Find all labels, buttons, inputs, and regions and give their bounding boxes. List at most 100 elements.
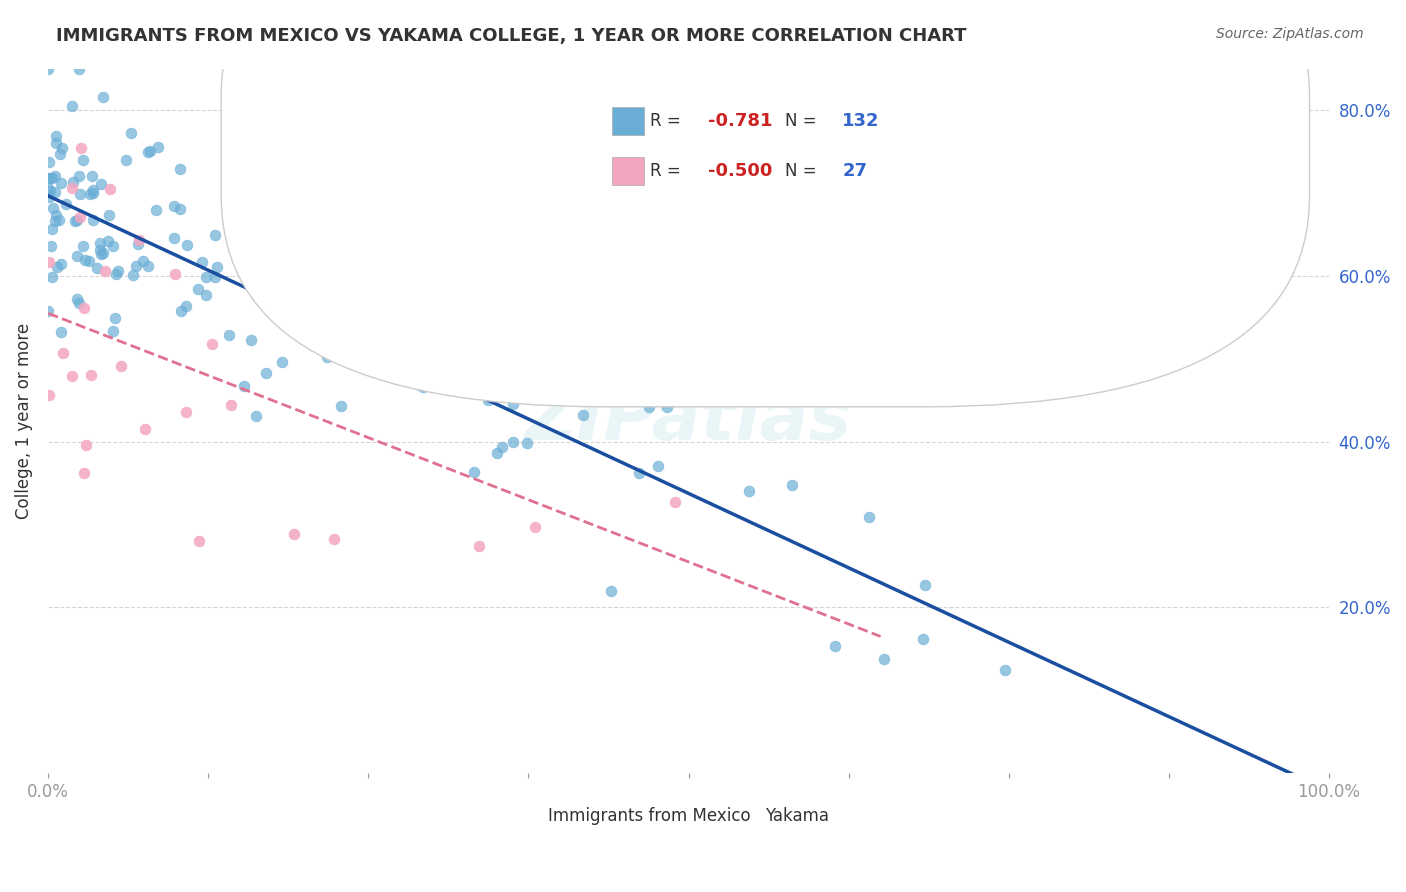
Point [66,292,89,306]
Point [41,222,63,236]
Text: IMMIGRANTS FROM MEXICO VS YAKAMA COLLEGE, 1 YEAR OR MORE CORRELATION CHART: IMMIGRANTS FROM MEXICO VS YAKAMA COLLEGE… [56,27,967,45]
Text: R =: R = [624,112,661,130]
Point [38,255,60,269]
Point [283,527,305,541]
Bar [612,157,644,185]
Point [79,254,101,268]
Point [412,380,434,394]
Point [82,169,104,183]
Point [91,245,114,260]
FancyBboxPatch shape [221,0,1309,407]
Point [489,354,512,368]
Point [323,532,346,546]
Point [232,379,254,393]
Point [218,328,240,343]
Y-axis label: College, 1 year or more: College, 1 year or more [15,323,32,519]
Point [319,244,342,258]
Text: -0.781: -0.781 [707,112,772,130]
Point [873,652,896,666]
Text: Yakama: Yakama [765,806,830,824]
Point [67,296,90,310]
Point [191,254,214,268]
Point [911,632,934,646]
Point [44,185,66,199]
Point [97,234,120,248]
Point [51,326,73,340]
Point [41,170,63,185]
Point [254,366,277,380]
Point [136,145,159,159]
Text: -0.500: -0.500 [702,161,766,179]
Point [628,466,651,480]
Text: Source: ZipAtlas.com: Source: ZipAtlas.com [1216,27,1364,41]
Point [49,177,72,191]
Point [664,495,686,509]
Text: N =: N = [778,112,815,130]
Point [45,136,67,150]
Point [101,324,124,338]
Point [91,90,114,104]
Point [104,310,127,325]
Text: 132: 132 [842,112,880,130]
Point [55,197,77,211]
Point [69,211,91,225]
Point [39,171,62,186]
Point [451,309,474,323]
Point [37,181,59,195]
Point [44,169,66,184]
Point [89,247,111,261]
Point [80,368,103,382]
Point [105,267,128,281]
Point [62,176,84,190]
Point [37,304,59,318]
Point [70,141,93,155]
Point [82,186,104,201]
Point [98,209,121,223]
Point [124,259,146,273]
Point [39,184,62,198]
Point [311,295,333,310]
Text: R =: R = [650,112,686,130]
Point [176,238,198,252]
Point [316,351,339,365]
Point [316,341,339,355]
Point [638,400,661,414]
Point [824,640,846,654]
Point [463,465,485,479]
Point [110,359,132,374]
Point [41,270,63,285]
Point [48,212,70,227]
Point [107,263,129,277]
Point [148,140,170,154]
Point [39,239,62,253]
Point [49,257,72,271]
Point [138,259,160,273]
Point [176,299,198,313]
Point [75,438,97,452]
Point [139,144,162,158]
Point [600,584,623,599]
Text: N =: N = [785,112,821,130]
Point [134,422,156,436]
Point [245,409,267,423]
Point [914,577,936,591]
Point [120,126,142,140]
Point [72,239,94,253]
Point [66,248,89,262]
Point [82,212,104,227]
Point [115,153,138,168]
Point [49,147,72,161]
Bar [509,805,534,826]
Point [42,201,65,215]
Point [170,304,193,318]
Point [145,203,167,218]
Text: 27: 27 [842,161,868,179]
Point [780,478,803,492]
Point [46,260,69,275]
Bar [734,805,759,826]
Point [240,227,263,242]
Point [359,361,381,376]
Point [45,128,67,143]
Text: 132: 132 [842,112,880,130]
Point [67,169,90,183]
